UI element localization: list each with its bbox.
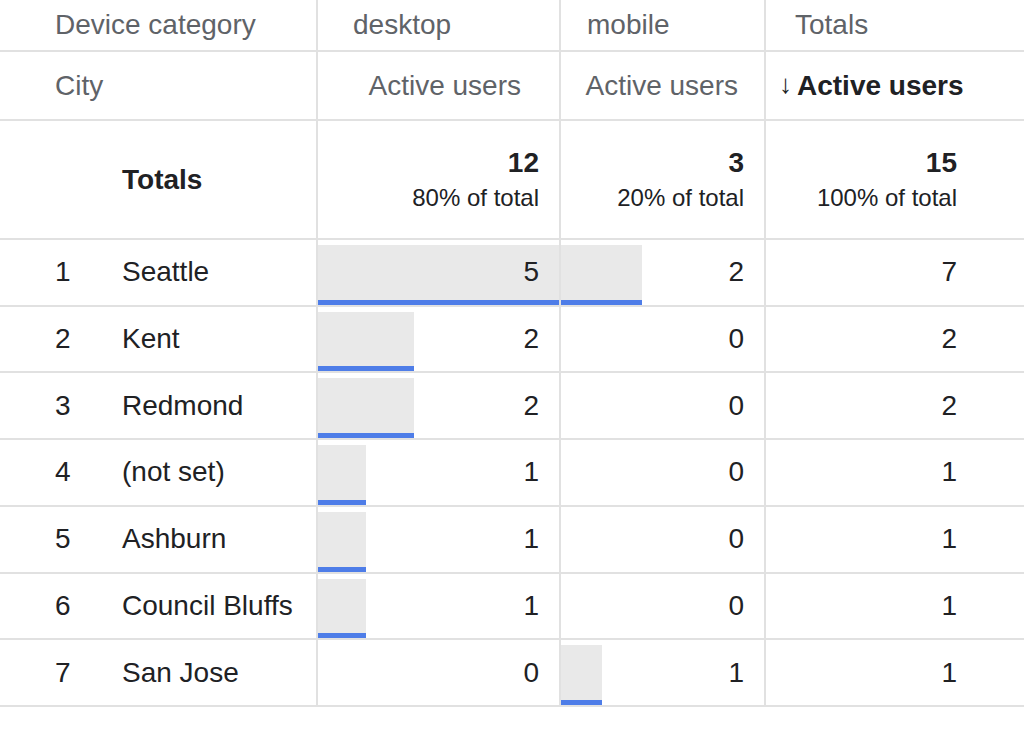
totals-cell-mobile: 3 20% of total <box>559 121 764 240</box>
table-row-city: 4 (not set) <box>0 440 316 507</box>
row-rank: 2 <box>55 323 122 355</box>
desktop-value: 1 <box>523 523 539 555</box>
mobile-value: 0 <box>728 590 744 622</box>
pivot-header-mobile[interactable]: mobile <box>559 0 764 52</box>
table-row-city: 2 Kent <box>0 307 316 374</box>
pivot-header-totals-label: Totals <box>795 9 868 41</box>
cell-mobile-value: 0 <box>559 574 764 641</box>
pivot-header-totals[interactable]: Totals <box>764 0 1024 52</box>
mobile-value: 0 <box>728 456 744 488</box>
metric-header-mobile-active-users[interactable]: Active users <box>559 52 764 121</box>
cell-mobile-value: 2 <box>559 240 764 307</box>
mobile-value: 0 <box>728 323 744 355</box>
total-value: 2 <box>941 323 957 355</box>
desktop-bar <box>318 512 366 572</box>
table-row-city: 3 Redmond <box>0 373 316 440</box>
cell-total-value: 1 <box>764 574 1024 641</box>
totals-desktop-share: 80% of total <box>412 186 539 210</box>
totals-cell-overall: 15 100% of total <box>764 121 1024 240</box>
desktop-value: 0 <box>523 657 539 689</box>
cell-desktop-value: 2 <box>316 307 559 374</box>
total-value: 1 <box>941 657 957 689</box>
metric-header-desktop-active-users[interactable]: Active users <box>316 52 559 121</box>
cell-mobile-value: 0 <box>559 507 764 574</box>
row-dimension-header[interactable]: City <box>0 52 316 121</box>
row-city-label: (not set) <box>122 456 225 488</box>
pivot-header-desktop[interactable]: desktop <box>316 0 559 52</box>
totals-overall-share: 100% of total <box>817 186 957 210</box>
dimension-column-label: Device category <box>55 9 256 41</box>
mobile-value: 0 <box>728 523 744 555</box>
row-rank: 3 <box>55 390 122 422</box>
desktop-bar <box>318 579 366 639</box>
table-row-city: 1 Seattle <box>0 240 316 307</box>
cell-mobile-value: 0 <box>559 307 764 374</box>
cell-desktop-value: 0 <box>316 640 559 707</box>
total-value: 7 <box>941 256 957 288</box>
desktop-value: 1 <box>523 456 539 488</box>
table-row-city: 6 Council Bluffs <box>0 574 316 641</box>
cell-mobile-value: 0 <box>559 440 764 507</box>
row-city-label: Council Bluffs <box>122 590 293 622</box>
total-value: 1 <box>941 456 957 488</box>
cell-desktop-value: 1 <box>316 440 559 507</box>
metric-header-desktop-label: Active users <box>369 70 522 102</box>
row-rank: 6 <box>55 590 122 622</box>
totals-desktop-value: 12 <box>508 149 539 177</box>
totals-mobile-share: 20% of total <box>617 186 744 210</box>
desktop-value: 5 <box>523 256 539 288</box>
row-rank: 5 <box>55 523 122 555</box>
table-row-city: 7 San Jose <box>0 640 316 707</box>
cell-desktop-value: 2 <box>316 373 559 440</box>
metric-header-totals-active-users[interactable]: ↓ Active users <box>764 52 1024 121</box>
totals-cell-desktop: 12 80% of total <box>316 121 559 240</box>
mobile-value: 2 <box>728 256 744 288</box>
row-city-label: Redmond <box>122 390 243 422</box>
pivot-header-mobile-label: mobile <box>587 9 669 41</box>
cell-total-value: 2 <box>764 307 1024 374</box>
dimension-column-header: Device category <box>0 0 316 52</box>
desktop-bar <box>318 312 414 372</box>
mobile-bar <box>561 245 642 305</box>
desktop-value: 1 <box>523 590 539 622</box>
analytics-pivot-table: Device category desktop mobile Totals Ci… <box>0 0 1024 707</box>
table-row-city: 5 Ashburn <box>0 507 316 574</box>
cell-total-value: 1 <box>764 640 1024 707</box>
mobile-value: 1 <box>728 657 744 689</box>
row-rank: 1 <box>55 256 122 288</box>
metric-header-mobile-label: Active users <box>586 70 739 102</box>
total-value: 2 <box>941 390 957 422</box>
desktop-value: 2 <box>523 390 539 422</box>
cell-total-value: 2 <box>764 373 1024 440</box>
total-value: 1 <box>941 523 957 555</box>
totals-mobile-value: 3 <box>728 149 744 177</box>
pivot-header-desktop-label: desktop <box>353 9 451 41</box>
totals-overall-value: 15 <box>926 149 957 177</box>
cell-desktop-value: 5 <box>316 240 559 307</box>
totals-row-header: Totals <box>0 121 316 240</box>
mobile-bar <box>561 645 602 705</box>
row-city-label: Seattle <box>122 256 209 288</box>
row-dimension-label: City <box>55 70 103 102</box>
cell-desktop-value: 1 <box>316 507 559 574</box>
mobile-value: 0 <box>728 390 744 422</box>
cell-mobile-value: 1 <box>559 640 764 707</box>
row-city-label: Kent <box>122 323 180 355</box>
totals-row-label: Totals <box>122 164 202 196</box>
cell-total-value: 1 <box>764 507 1024 574</box>
row-rank: 4 <box>55 456 122 488</box>
cell-total-value: 1 <box>764 440 1024 507</box>
total-value: 1 <box>941 590 957 622</box>
row-city-label: Ashburn <box>122 523 226 555</box>
desktop-bar <box>318 445 366 505</box>
row-city-label: San Jose <box>122 657 239 689</box>
desktop-bar <box>318 378 414 438</box>
cell-mobile-value: 0 <box>559 373 764 440</box>
cell-desktop-value: 1 <box>316 574 559 641</box>
metric-header-totals-label: Active users <box>797 70 964 102</box>
row-rank: 7 <box>55 657 122 689</box>
sort-descending-icon: ↓ <box>779 69 792 100</box>
desktop-value: 2 <box>523 323 539 355</box>
cell-total-value: 7 <box>764 240 1024 307</box>
